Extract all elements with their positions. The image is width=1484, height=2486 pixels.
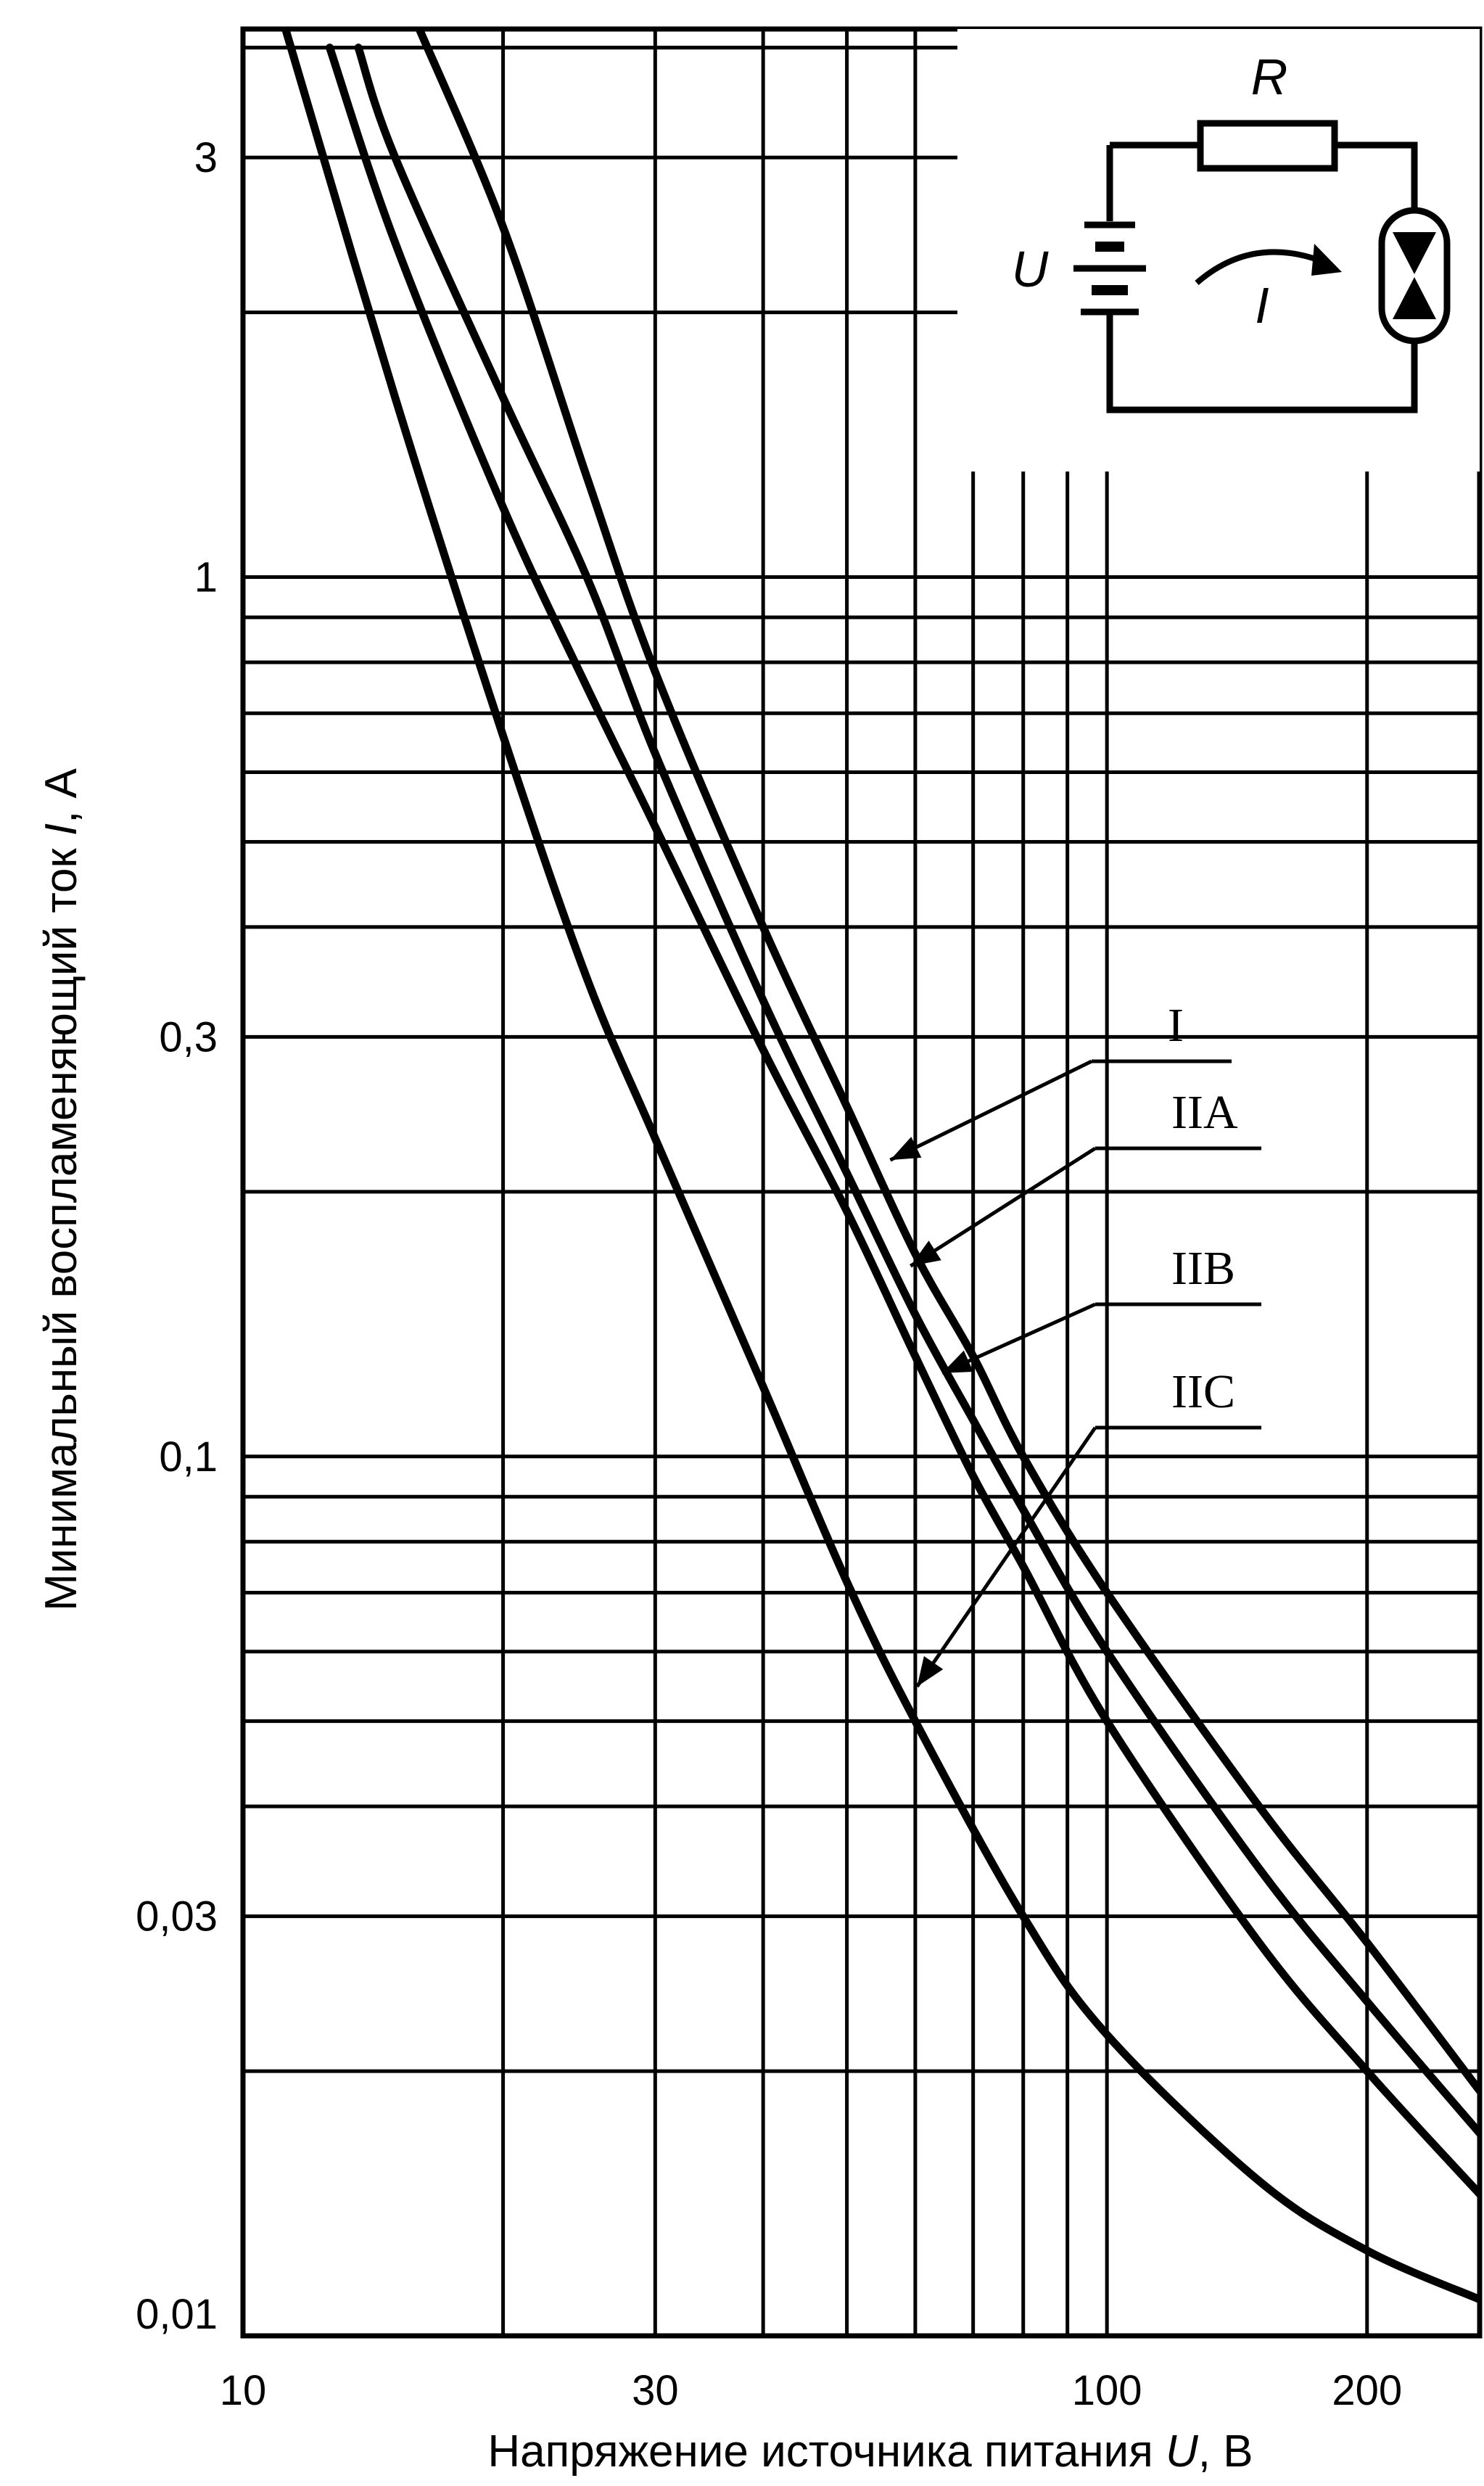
annotation-leader: [910, 1146, 1097, 1268]
curves: [281, 29, 1480, 2304]
series-label-iia: IIA: [1171, 1086, 1238, 1139]
plot-frame: [240, 26, 1483, 2339]
x-axis-label: Напряжение источника питания U, В: [487, 2427, 1253, 2477]
y-tick-label: 0,3: [159, 1013, 218, 1061]
battery-icon: [1073, 221, 1146, 316]
electrode-top-icon: [1393, 232, 1436, 274]
series-label-iic: IIC: [1171, 1365, 1235, 1418]
y-tick-label: 1: [194, 554, 218, 601]
x-tick-label: 100: [1072, 2367, 1142, 2414]
circuit-inset: R U I: [957, 29, 1480, 472]
resistor-icon: [1197, 120, 1338, 172]
annotation-leader: [915, 1426, 1097, 1688]
annotation-arrowhead: [917, 1655, 944, 1687]
source-label: U: [1012, 241, 1049, 297]
annotation-leader: [889, 1059, 1093, 1162]
curve-iic: [281, 29, 1480, 2304]
y-tick-label: 3: [194, 134, 218, 181]
series-label-i: I: [1168, 999, 1184, 1052]
curve-iib: [326, 44, 1480, 2198]
y-tick-label: 0,03: [136, 1893, 218, 1940]
current-arrow-icon: [1195, 249, 1332, 286]
circuit-wire: [1106, 141, 1418, 413]
spark-chamber-icon: [1378, 207, 1451, 345]
y-tick-label: 0,01: [136, 2291, 218, 2338]
tick-labels: 10 30 100 200 0,01 0,03 0,1 0,3 1 3: [136, 134, 1402, 2414]
x-tick-label: 200: [1332, 2367, 1402, 2414]
series-label-iib: IIB: [1171, 1242, 1235, 1295]
x-tick-label: 10: [220, 2367, 267, 2414]
current-label: I: [1255, 277, 1269, 334]
series-annotations: I IIA IIB IIC: [889, 999, 1261, 1688]
annotation-arrowhead: [890, 1137, 922, 1161]
y-axis-label: Минимальный воспламеняющий ток I, А: [36, 767, 86, 1610]
electrode-bottom-icon: [1393, 277, 1436, 319]
y-tick-label: 0,1: [159, 1433, 218, 1481]
annotation-arrowhead: [910, 1240, 941, 1267]
x-tick-label: 30: [632, 2367, 679, 2414]
curve-iia: [354, 44, 1480, 2138]
annotation-arrowhead: [941, 1350, 973, 1373]
resistor-label: R: [1251, 49, 1288, 105]
current-arrowhead-icon: [1311, 244, 1342, 276]
curve-i: [415, 29, 1480, 2095]
